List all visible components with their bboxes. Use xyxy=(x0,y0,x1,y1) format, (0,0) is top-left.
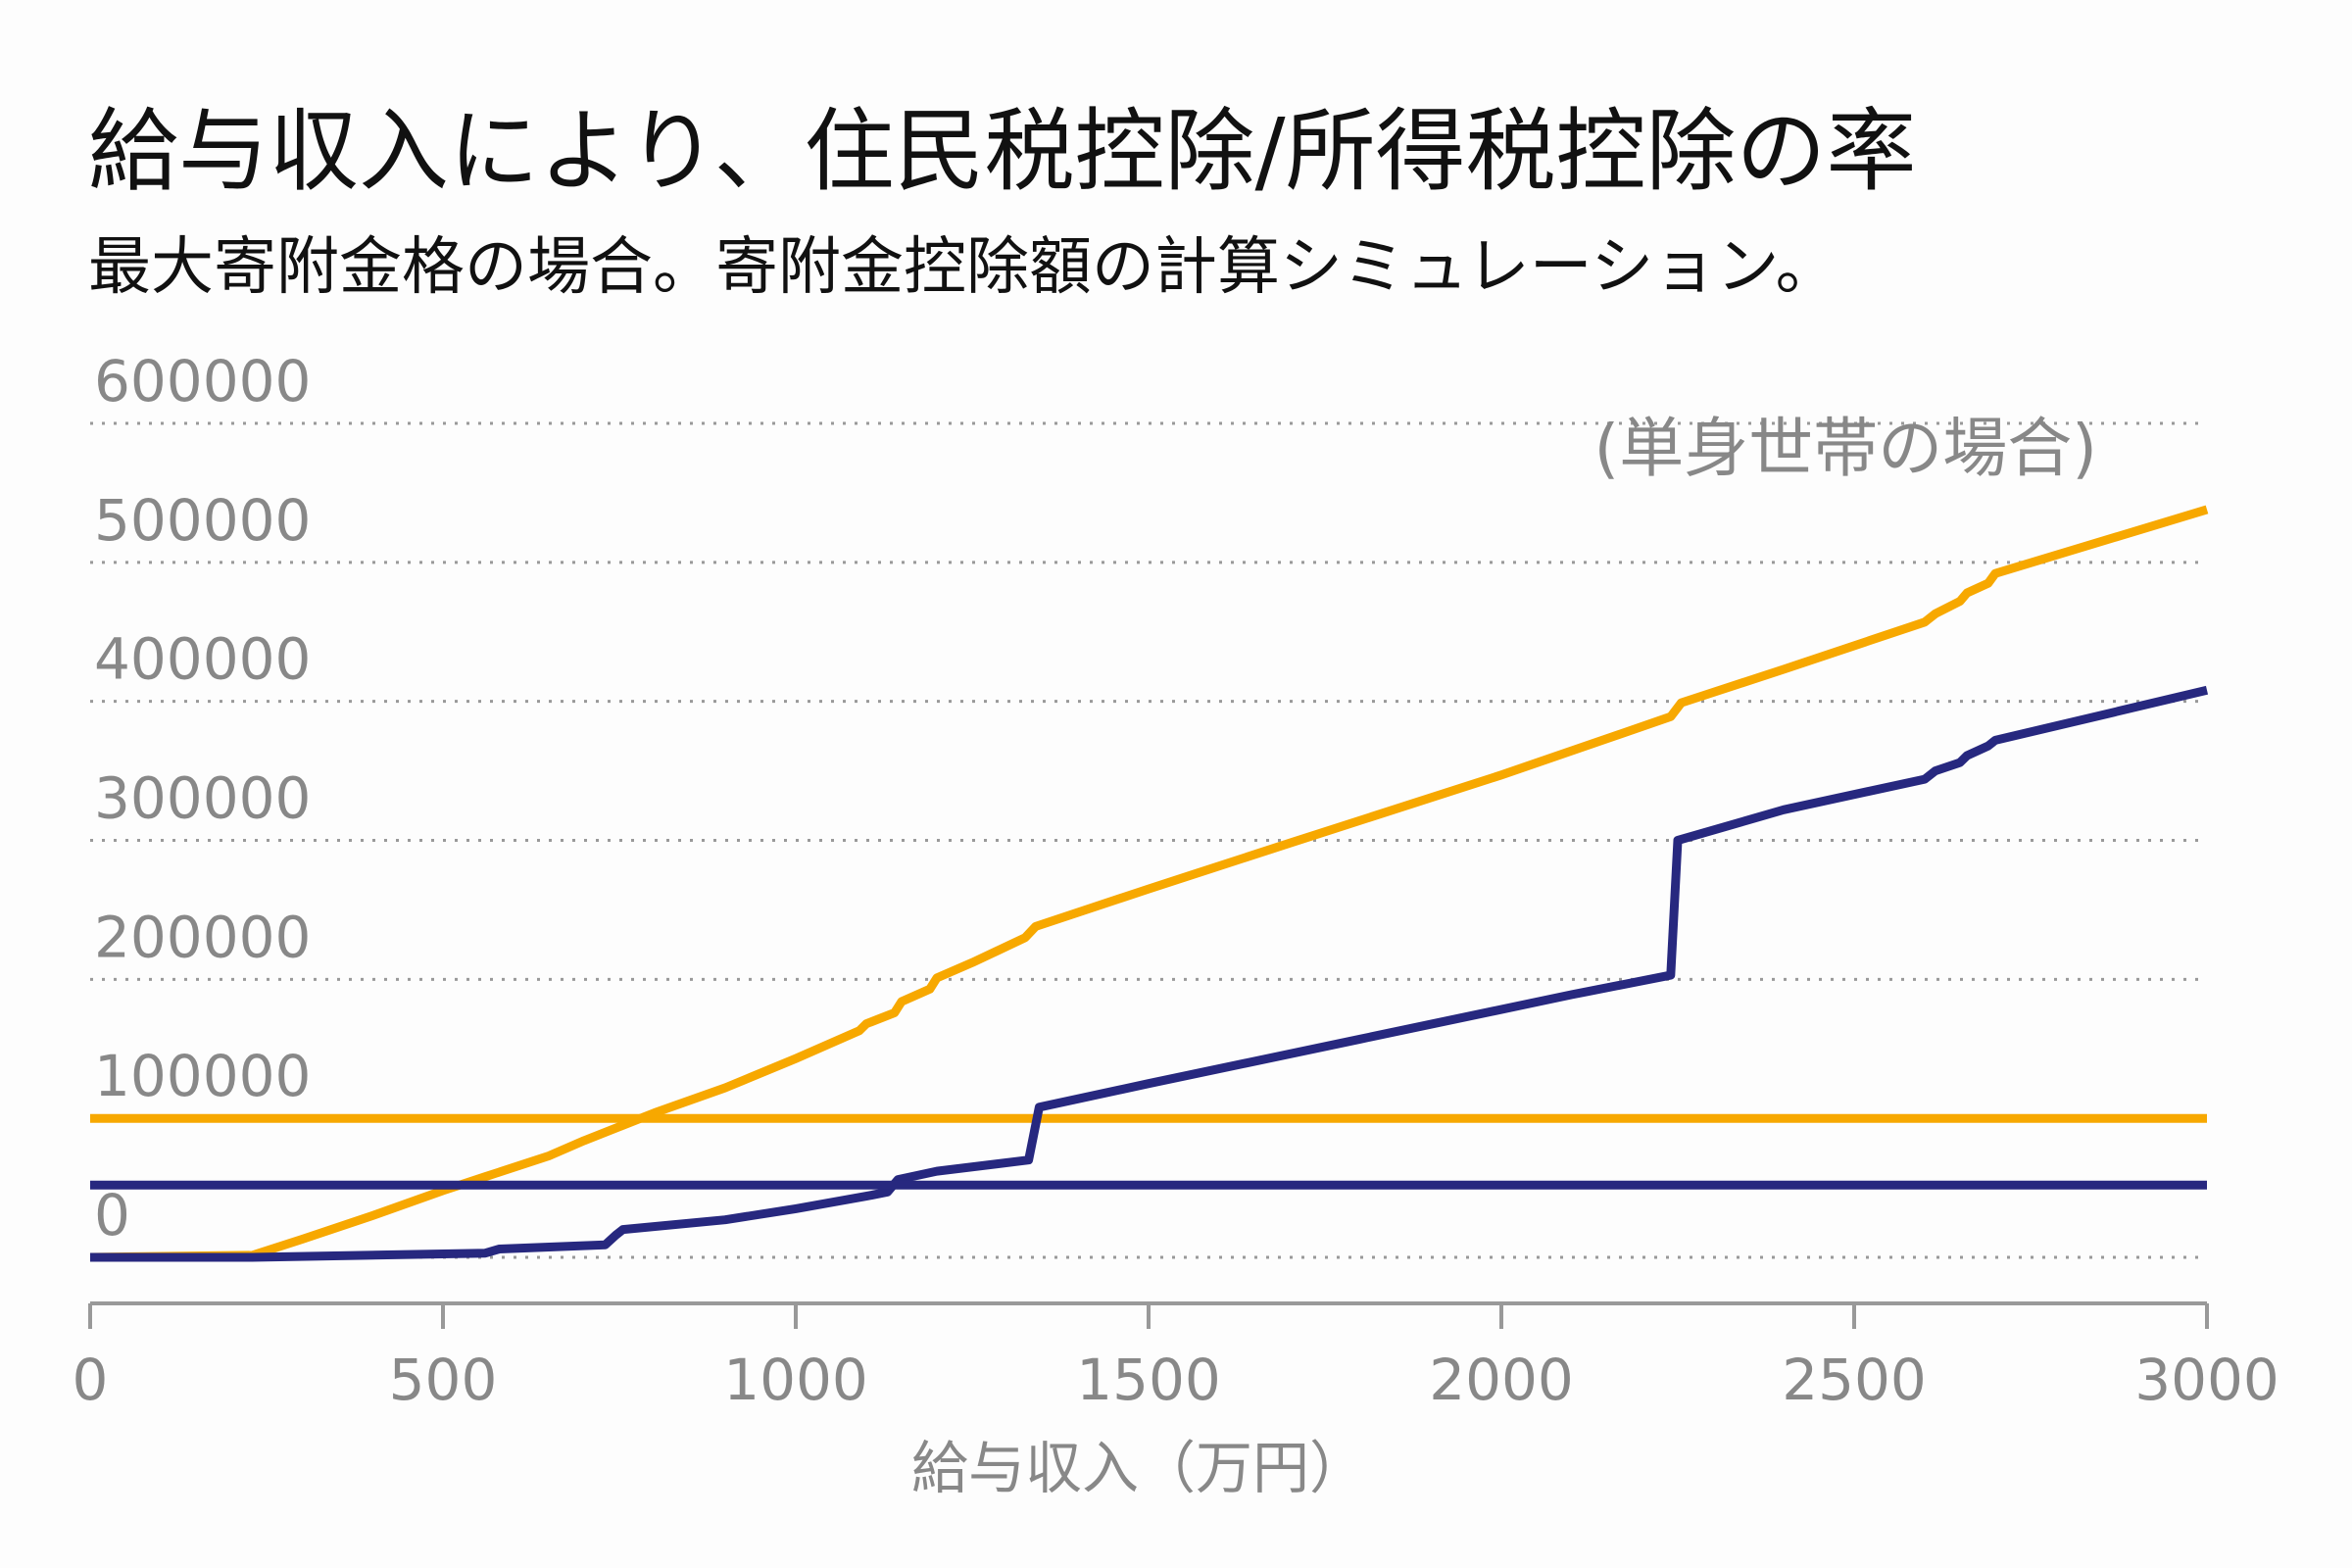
y-tick-label: 300000 xyxy=(94,765,311,832)
x-tick-label: 2500 xyxy=(1782,1347,1927,1413)
x-tick-label: 1500 xyxy=(1076,1347,1221,1413)
x-tick-label: 0 xyxy=(73,1347,109,1413)
series-lines xyxy=(89,505,2209,1262)
x-tick-label: 3000 xyxy=(2134,1347,2279,1413)
y-tick-label: 600000 xyxy=(94,348,311,415)
grid-lines xyxy=(90,421,2207,1259)
y-tick-label: 200000 xyxy=(94,904,311,970)
y-tick-label: 400000 xyxy=(94,626,311,693)
chart-subtitle: 最大寄附金格の場合。寄附金控除額の計算シミュレーション。 xyxy=(88,231,1838,304)
x-axis: 0 500 1000 1500 2000 2500 3000 xyxy=(73,1301,2279,1413)
y-tick-label: 100000 xyxy=(94,1043,311,1109)
series-line-1 xyxy=(89,505,2209,1262)
x-tick-label: 1000 xyxy=(723,1347,868,1413)
y-tick-labels: 0 100000 200000 300000 400000 500000 600000 xyxy=(94,348,311,1249)
y-tick-label: 0 xyxy=(94,1182,130,1249)
x-tick-label: 500 xyxy=(389,1347,498,1413)
x-axis-label: 給与収入（万円） xyxy=(911,1435,1366,1501)
series-line-3 xyxy=(90,685,2209,1262)
annotation-note: (単身世帯の場合) xyxy=(1594,411,2098,486)
y-tick-label: 500000 xyxy=(94,487,311,554)
chart-title: 給与収入により、住民税控除/所得税控除の率 xyxy=(88,99,1917,204)
x-tick-label: 2000 xyxy=(1429,1347,1574,1413)
